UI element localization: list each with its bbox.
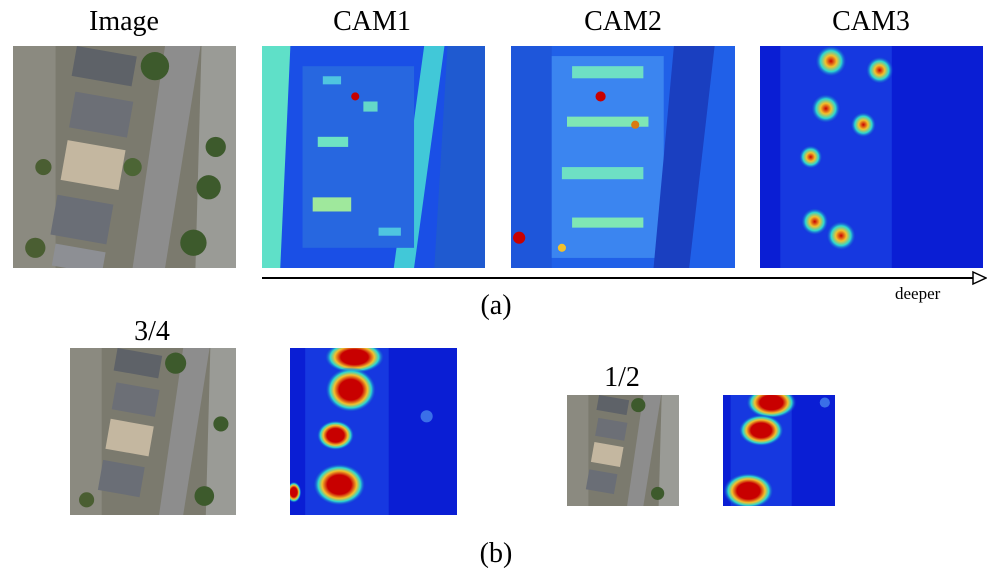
- heatmap-icon: [262, 46, 485, 268]
- heatmap-icon: [723, 395, 835, 506]
- aerial-photo-icon: [567, 395, 679, 506]
- aerial-photo-icon: [70, 348, 236, 515]
- cam3-heatmap: [760, 46, 983, 268]
- aerial-image-1-2: [567, 395, 679, 506]
- scale-label-small: 1/2: [604, 362, 640, 393]
- cam2-heatmap: [511, 46, 735, 268]
- title-cam3: CAM3: [832, 6, 910, 37]
- arrow-label: deeper: [895, 284, 941, 303]
- aerial-image-panel: [13, 46, 236, 268]
- caption-a: (a): [480, 290, 512, 321]
- aerial-photo-icon: [13, 46, 236, 268]
- cam1-heatmap: [262, 46, 485, 268]
- title-cam1: CAM1: [333, 6, 411, 37]
- title-cam2: CAM2: [584, 6, 662, 37]
- heatmap-icon: [511, 46, 735, 268]
- right-arrow-icon: [262, 270, 987, 286]
- heatmap-icon: [760, 46, 983, 268]
- title-image: Image: [89, 6, 159, 37]
- scale-label-large: 3/4: [134, 316, 170, 347]
- heatmap-icon: [290, 348, 457, 515]
- aerial-image-3-4: [70, 348, 236, 515]
- heatmap-3-4: [290, 348, 457, 515]
- heatmap-1-2: [723, 395, 835, 506]
- caption-b: (b): [479, 538, 513, 569]
